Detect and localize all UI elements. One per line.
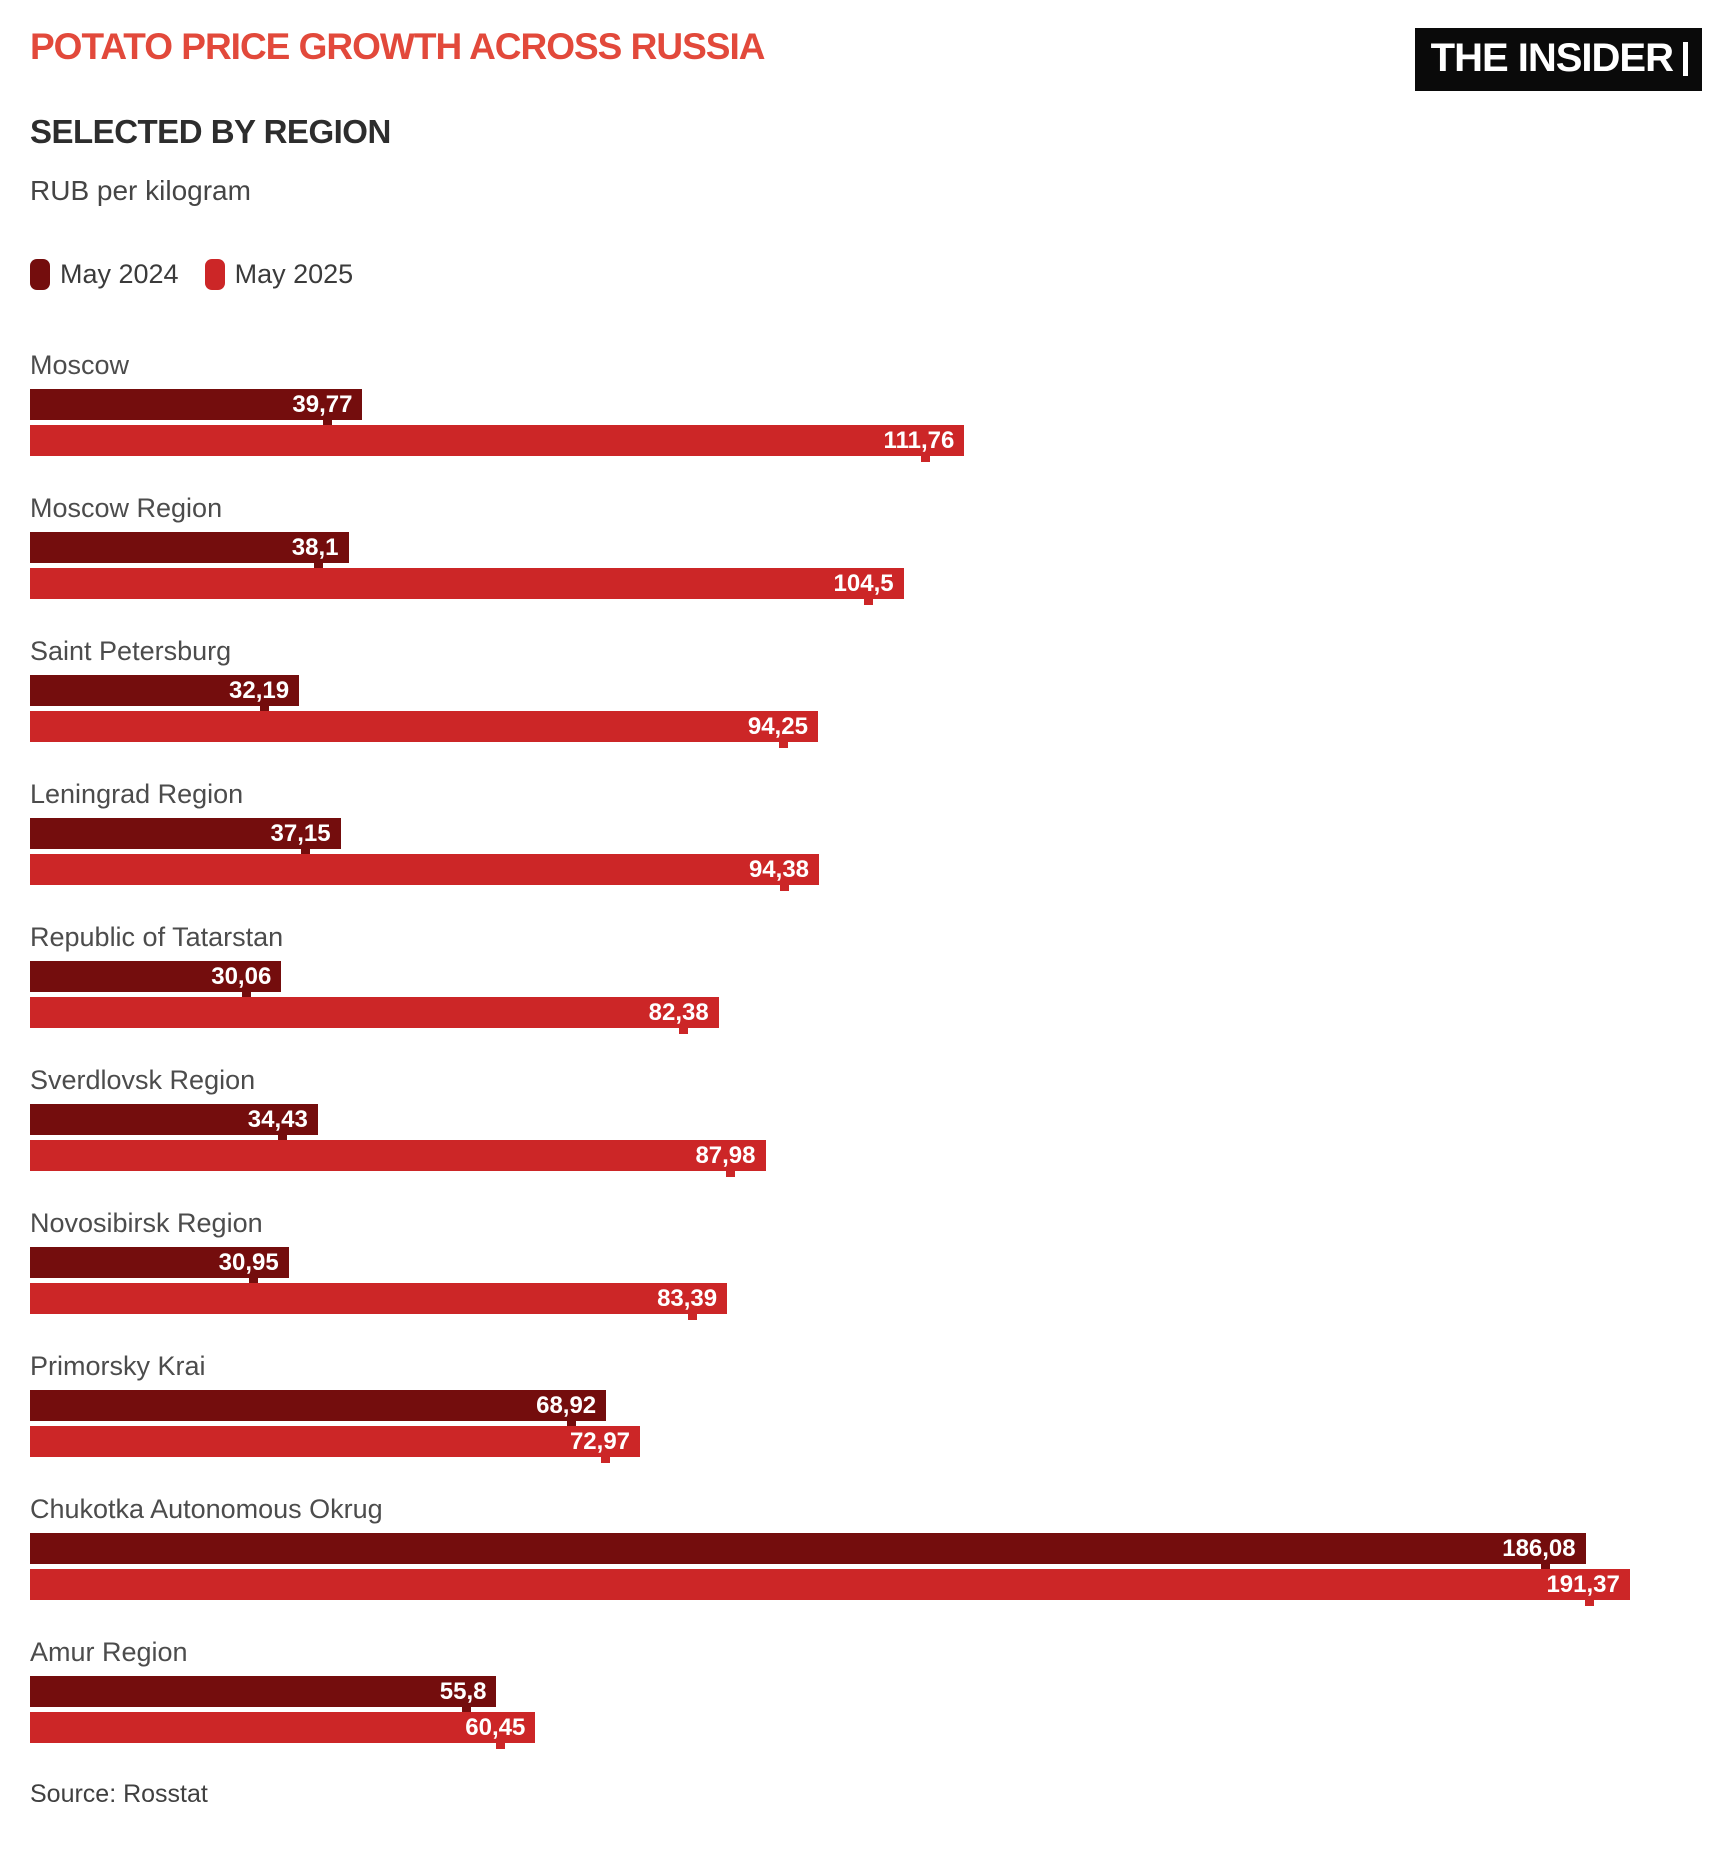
bar-may-2025: 82,38 — [30, 997, 719, 1034]
bar-may-2024: 34,43 — [30, 1104, 318, 1141]
region-label: Sverdlovsk Region — [30, 1065, 256, 1095]
region-row: Leningrad Region 37,15 94,38 — [30, 779, 1702, 891]
region-label: Moscow — [30, 350, 130, 380]
bar-may-2024: 186,08 — [30, 1533, 1586, 1570]
value-label-may-2024: 30,95 — [208, 1247, 289, 1284]
logo-text: THE INSIDER — [1430, 36, 1674, 80]
bar-may-2024: 68,92 — [30, 1390, 607, 1427]
value-label-may-2024: 39,77 — [282, 389, 363, 426]
bar-may-2024: 32,19 — [30, 675, 300, 712]
region-label: Leningrad Region — [30, 779, 244, 809]
legend-label-may-2025: May 2025 — [234, 259, 354, 289]
value-label-may-2025: 94,38 — [738, 854, 820, 891]
bar-may-2024: 30,06 — [30, 961, 282, 998]
bar-may-2025: 72,97 — [30, 1426, 641, 1463]
value-label-may-2024: 186,08 — [1492, 1533, 1586, 1570]
bar-may-2024: 37,15 — [30, 818, 341, 855]
logo-cursor-bar — [1683, 41, 1688, 76]
bar-may-2024: 39,77 — [30, 389, 363, 426]
value-label-may-2024: 68,92 — [526, 1390, 607, 1427]
region-label: Novosibirsk Region — [30, 1208, 263, 1238]
region-row: Primorsky Krai 68,92 72,97 — [30, 1351, 1702, 1463]
value-label-may-2024: 30,06 — [201, 961, 282, 998]
region-row: Chukotka Autonomous Okrug 186,08 191,37 — [30, 1494, 1702, 1606]
value-label-may-2025: 82,38 — [638, 997, 719, 1034]
value-label-may-2025: 72,97 — [559, 1426, 641, 1463]
page-title: POTATO PRICE GROWTH ACROSS RUSSIA — [30, 26, 765, 67]
bar-may-2024: 38,1 — [30, 532, 349, 569]
value-label-may-2024: 32,19 — [219, 675, 300, 712]
region-row: Amur Region 55,8 60,45 — [30, 1637, 1702, 1749]
legend-swatch-may-2024 — [30, 259, 50, 290]
page-subtitle: SELECTED BY REGION — [30, 113, 391, 150]
bar-may-2024: 55,8 — [30, 1676, 497, 1713]
header: POTATO PRICE GROWTH ACROSS RUSSIA THE IN… — [30, 26, 1702, 91]
bar-may-2024: 30,95 — [30, 1247, 289, 1284]
legend-swatch-may-2025 — [204, 259, 225, 290]
region-label: Republic of Tatarstan — [30, 922, 284, 952]
bar-may-2025: 94,38 — [30, 854, 820, 891]
region-row: Saint Petersburg 32,19 94,25 — [30, 636, 1702, 748]
region-label: Amur Region — [30, 1637, 188, 1667]
bar-chart: Moscow 39,77 111,76 Moscow Region 38,1 104,5 S… — [30, 350, 1702, 1749]
region-row: Moscow 39,77 111,76 — [30, 350, 1702, 462]
region-label: Saint Petersburg — [30, 636, 232, 666]
value-label-may-2024: 38,1 — [281, 532, 349, 569]
region-label: Moscow Region — [30, 493, 223, 523]
region-row: Moscow Region 38,1 104,5 — [30, 493, 1702, 605]
legend-item-may-2024: May 2024 — [30, 259, 179, 290]
infographic: POTATO PRICE GROWTH ACROSS RUSSIA THE IN… — [30, 26, 1702, 1809]
region-row: Novosibirsk Region 30,95 83,39 — [30, 1208, 1702, 1320]
bar-may-2025: 111,76 — [30, 425, 965, 462]
legend-item-may-2025: May 2025 — [204, 259, 354, 290]
value-label-may-2025: 60,45 — [455, 1712, 536, 1749]
value-label-may-2025: 191,37 — [1536, 1569, 1630, 1606]
legend-label-may-2024: May 2024 — [60, 259, 179, 289]
source-note: Source: Rosstat — [30, 1780, 208, 1808]
region-label: Chukotka Autonomous Okrug — [30, 1494, 383, 1524]
legend: May 2024 May 2025 — [30, 259, 1702, 290]
bar-may-2025: 87,98 — [30, 1140, 766, 1177]
the-insider-logo: THE INSIDER — [1414, 28, 1702, 91]
value-label-may-2025: 83,39 — [647, 1283, 728, 1320]
bar-may-2025: 104,5 — [30, 568, 904, 605]
bar-may-2025: 191,37 — [30, 1569, 1630, 1606]
region-row: Sverdlovsk Region 34,43 87,98 — [30, 1065, 1702, 1177]
region-row: Republic of Tatarstan 30,06 82,38 — [30, 922, 1702, 1034]
region-label: Primorsky Krai — [30, 1351, 206, 1381]
bar-may-2025: 94,25 — [30, 711, 818, 748]
bar-may-2025: 60,45 — [30, 1712, 536, 1749]
value-label-may-2025: 111,76 — [873, 425, 965, 462]
value-label-may-2025: 104,5 — [823, 568, 904, 605]
bar-may-2025: 83,39 — [30, 1283, 728, 1320]
value-label-may-2024: 34,43 — [237, 1104, 318, 1141]
value-label-may-2025: 87,98 — [685, 1140, 766, 1177]
value-label-may-2025: 94,25 — [737, 711, 818, 748]
value-label-may-2024: 37,15 — [260, 818, 341, 855]
units-label: RUB per kilogram — [30, 175, 251, 206]
value-label-may-2024: 55,8 — [429, 1676, 497, 1713]
